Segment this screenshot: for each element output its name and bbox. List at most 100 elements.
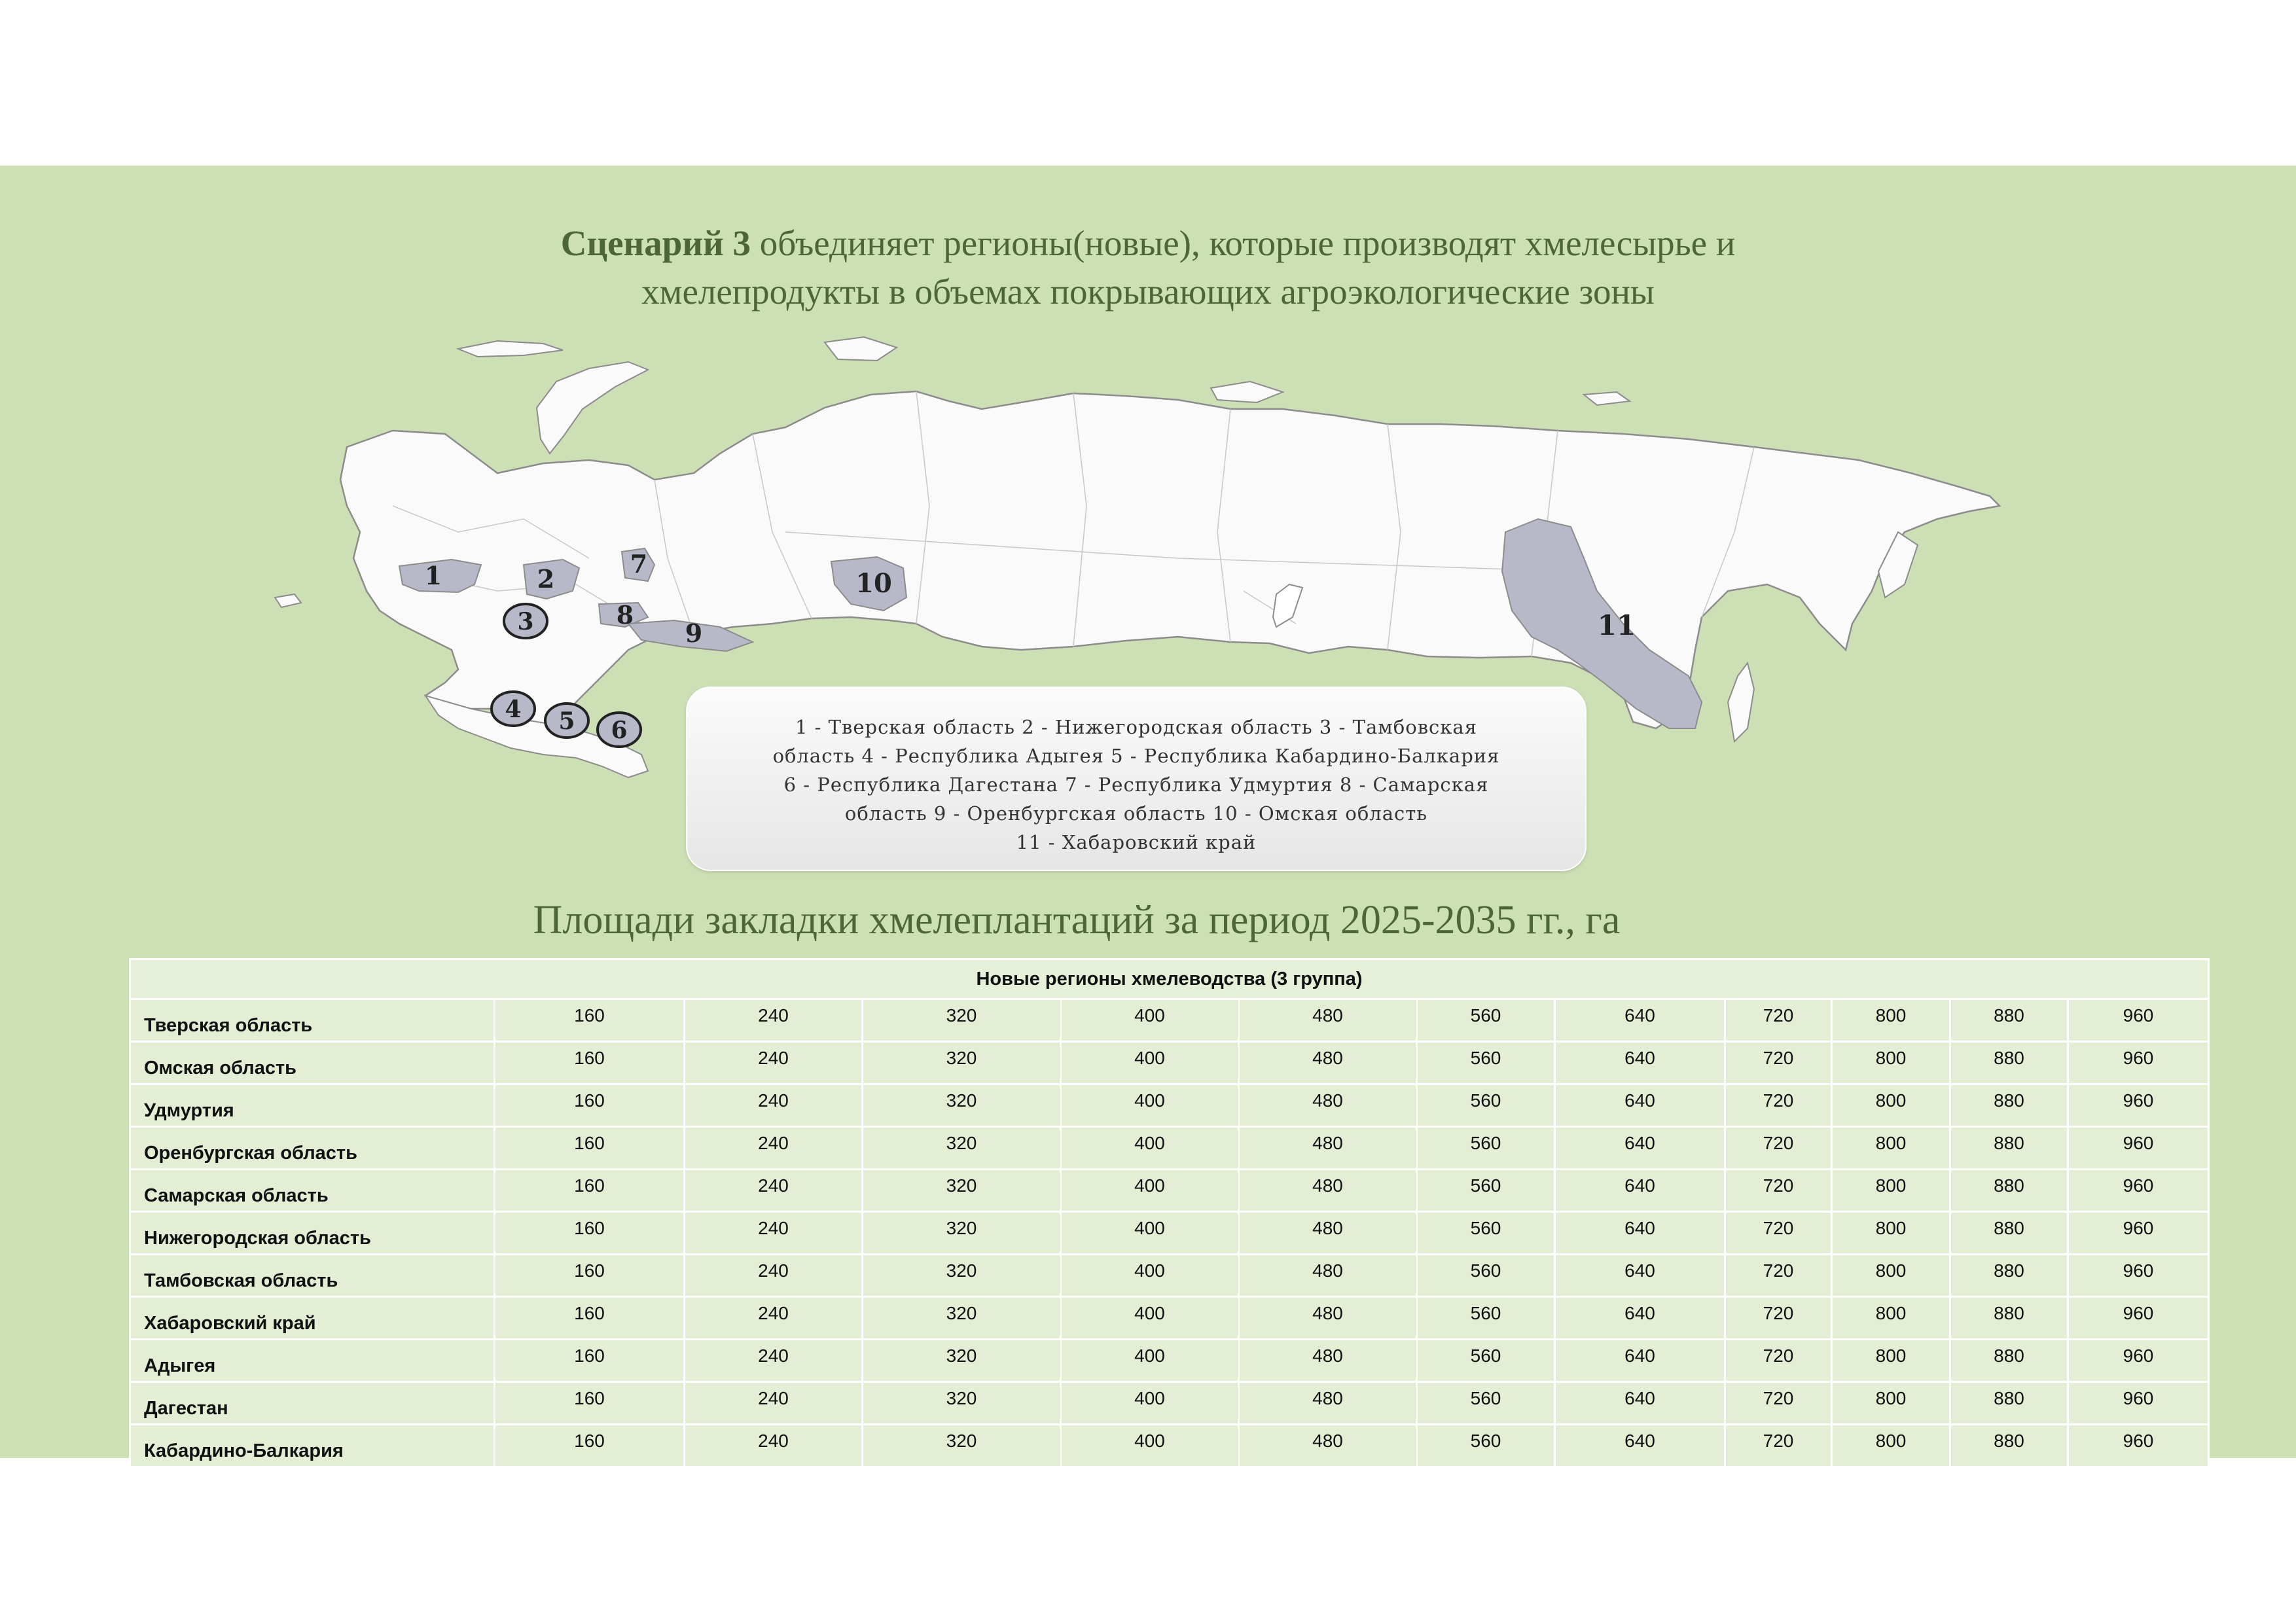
region-name-cell: Омская область <box>129 1041 495 1085</box>
marker-3: 3 <box>517 608 533 635</box>
area-value-cell: 720 <box>1724 998 1833 1043</box>
marker-3-circle <box>503 603 548 639</box>
area-value-cell: 880 <box>1949 1253 2069 1298</box>
region-name-cell: Адыгея <box>129 1338 495 1383</box>
area-value-cell: 800 <box>1831 1168 1951 1213</box>
area-value-cell: 320 <box>861 998 1062 1043</box>
area-value-cell: 320 <box>861 1253 1062 1298</box>
marker-6: 6 <box>611 717 627 744</box>
area-value-cell: 560 <box>1416 1041 1556 1085</box>
area-value-cell: 800 <box>1831 1083 1951 1128</box>
area-value-cell: 560 <box>1416 1083 1556 1128</box>
area-value-cell: 240 <box>683 1168 863 1213</box>
area-value-cell: 160 <box>493 1168 685 1213</box>
area-value-cell: 800 <box>1831 1253 1951 1298</box>
area-value-cell: 960 <box>2066 1168 2210 1213</box>
island-franz-josef <box>456 340 564 358</box>
area-value-cell: 240 <box>683 1338 863 1383</box>
area-value-cell: 720 <box>1724 1423 1833 1468</box>
area-value-cell: 240 <box>683 1126 863 1170</box>
table-row: Тамбовская область 160 240 320 400 480 560 640 7… <box>129 1253 2210 1298</box>
area-value-cell: 240 <box>683 1296 863 1340</box>
title-bold: Сценарий 3 <box>560 223 751 263</box>
area-value-cell: 160 <box>493 998 685 1043</box>
island-novaya-zemlya <box>535 361 650 455</box>
region-10-omsk <box>830 556 908 612</box>
area-value-cell: 560 <box>1416 1338 1556 1383</box>
area-value-cell: 400 <box>1060 1423 1240 1468</box>
area-value-cell: 160 <box>493 1041 685 1085</box>
area-value-cell: 720 <box>1724 1041 1833 1085</box>
area-value-cell: 640 <box>1554 1381 1726 1425</box>
marker-10: 10 <box>855 568 892 599</box>
region-name-cell: Удмуртия <box>129 1083 495 1128</box>
area-value-cell: 800 <box>1831 1423 1951 1468</box>
area-value-cell: 640 <box>1554 1338 1726 1383</box>
area-value-cell: 320 <box>861 1423 1062 1468</box>
area-value-cell: 640 <box>1554 1211 1726 1255</box>
table-row: Самарская область 160 240 320 400 480 560 640 72… <box>129 1168 2210 1213</box>
table-row: Оренбургская область 160 240 320 400 480 560 64… <box>129 1126 2210 1170</box>
planting-area-table: Новые регионы хмелеводства (3 группа) Тв… <box>128 958 2210 1468</box>
area-value-cell: 160 <box>493 1253 685 1298</box>
marker-2: 2 <box>537 564 554 594</box>
area-value-cell: 960 <box>2066 1211 2210 1255</box>
table-row: Дагестан 160 240 320 400 480 560 640 720 800 880 96… <box>129 1381 2210 1425</box>
area-value-cell: 720 <box>1724 1168 1833 1213</box>
region-2-nizhny <box>522 558 581 600</box>
area-value-cell: 400 <box>1060 1041 1240 1085</box>
area-value-cell: 480 <box>1238 1253 1418 1298</box>
area-value-cell: 400 <box>1060 1296 1240 1340</box>
area-value-cell: 400 <box>1060 1338 1240 1383</box>
area-value-cell: 240 <box>683 1211 863 1255</box>
area-value-cell: 720 <box>1724 1253 1833 1298</box>
area-value-cell: 880 <box>1949 1211 2069 1255</box>
area-value-cell: 560 <box>1416 1423 1556 1468</box>
area-value-cell: 560 <box>1416 998 1556 1043</box>
table-title: Площади закладки хмелеплантаций за перио… <box>533 898 1621 942</box>
region-name-cell: Дагестан <box>129 1381 495 1425</box>
area-value-cell: 240 <box>683 998 863 1043</box>
area-value-cell: 320 <box>861 1211 1062 1255</box>
area-value-cell: 720 <box>1724 1338 1833 1383</box>
region-name-cell: Хабаровский край <box>129 1296 495 1340</box>
kamchatka <box>1877 531 1919 599</box>
area-value-cell: 320 <box>861 1168 1062 1213</box>
area-value-cell: 960 <box>2066 1338 2210 1383</box>
area-value-cell: 800 <box>1831 1381 1951 1425</box>
table-row: Удмуртия 160 240 320 400 480 560 640 720 800 880 96… <box>129 1083 2210 1128</box>
area-value-cell: 560 <box>1416 1211 1556 1255</box>
area-value-cell: 960 <box>2066 1423 2210 1468</box>
area-value-cell: 880 <box>1949 998 2069 1043</box>
region-name-cell: Самарская область <box>129 1168 495 1213</box>
area-value-cell: 400 <box>1060 1168 1240 1213</box>
area-value-cell: 800 <box>1831 1211 1951 1255</box>
caucasus-region <box>423 694 649 779</box>
area-value-cell: 880 <box>1949 1423 2069 1468</box>
area-value-cell: 320 <box>861 1338 1062 1383</box>
area-value-cell: 320 <box>861 1381 1062 1425</box>
area-value-cell: 560 <box>1416 1381 1556 1425</box>
table-row: Тверская область 160 240 320 400 480 560 640 720… <box>129 998 2210 1043</box>
area-value-cell: 720 <box>1724 1083 1833 1128</box>
area-value-cell: 880 <box>1949 1168 2069 1213</box>
table-header-row: Новые регионы хмелеводства (3 группа) <box>128 958 2210 1000</box>
table-row: Омская область 160 240 320 400 480 560 640 720 80… <box>129 1041 2210 1085</box>
area-value-cell: 400 <box>1060 1211 1240 1255</box>
area-value-cell: 800 <box>1831 1041 1951 1085</box>
area-value-cell: 160 <box>493 1338 685 1383</box>
area-value-cell: 240 <box>683 1423 863 1468</box>
area-value-cell: 880 <box>1949 1338 2069 1383</box>
area-value-cell: 640 <box>1554 1083 1726 1128</box>
area-value-cell: 480 <box>1238 1126 1418 1170</box>
marker-6-circle <box>596 711 642 748</box>
area-value-cell: 960 <box>2066 1041 2210 1085</box>
marker-1: 1 <box>425 561 442 590</box>
area-value-cell: 880 <box>1949 1083 2069 1128</box>
marker-8: 8 <box>617 600 634 630</box>
region-name-cell: Тверская область <box>129 998 495 1043</box>
area-value-cell: 720 <box>1724 1296 1833 1340</box>
area-value-cell: 480 <box>1238 1211 1418 1255</box>
slide-background: Сценарий 3 объединяет регионы(новые), ко… <box>0 166 2296 1468</box>
marker-5-circle <box>544 702 590 739</box>
